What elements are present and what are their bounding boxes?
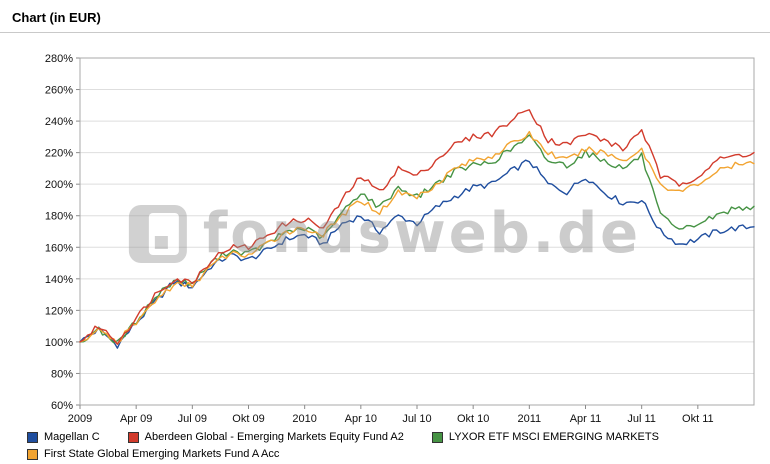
svg-text:180%: 180% [45,211,73,223]
legend-label: LYXOR ETF MSCI EMERGING MARKETS [448,431,659,443]
svg-text:Okt 10: Okt 10 [457,413,489,425]
legend-item-lyxor: LYXOR ETF MSCI EMERGING MARKETS [431,431,659,443]
legend-swatch-orange [27,448,38,460]
svg-text:2010: 2010 [292,413,316,425]
svg-text:Jul 09: Jul 09 [178,413,207,425]
svg-text:Apr 09: Apr 09 [120,413,152,425]
svg-text:280%: 280% [45,53,73,65]
svg-text:2011: 2011 [518,413,542,425]
legend-item-firststate: First State Global Emerging Markets Fund… [27,448,279,460]
svg-text:140%: 140% [45,274,73,286]
legend-item-aberdeen: Aberdeen Global - Emerging Markets Equit… [127,431,404,443]
svg-text:Apr 11: Apr 11 [570,413,602,425]
svg-text:120%: 120% [45,305,73,317]
svg-text:240%: 240% [45,116,73,128]
svg-text:Okt 11: Okt 11 [682,413,714,425]
svg-text:80%: 80% [51,368,73,380]
svg-text:200%: 200% [45,179,73,191]
svg-text:160%: 160% [45,242,73,254]
svg-text:Apr 10: Apr 10 [345,413,377,425]
chart-header: Chart (in EUR) [0,0,770,33]
legend-label: Magellan C [44,431,100,443]
chart-area: 60% 80% 100% 120% 140% 160% 180% 200% 220% 240% 26… [0,33,770,429]
legend-label: First State Global Emerging Markets Fund… [44,448,280,460]
legend-swatch-blue [27,431,38,443]
svg-text:260%: 260% [45,85,73,97]
svg-text:Jul 10: Jul 10 [402,413,431,425]
legend-row-2: First State Global Emerging Markets Fund… [27,448,770,460]
chart-canvas: 60% 80% 100% 120% 140% 160% 180% 200% 220% 240% 26… [45,53,755,425]
svg-text:60%: 60% [51,400,73,412]
svg-text:220%: 220% [45,148,73,160]
legend-swatch-red [127,431,139,443]
legend-item-magellan: Magellan C [27,431,100,443]
svg-text:Okt 09: Okt 09 [232,413,264,425]
svg-text:2009: 2009 [68,413,92,425]
legend-swatch-green [431,431,443,443]
svg-text:Jul 11: Jul 11 [627,413,656,425]
page-title: Chart (in EUR) [12,10,101,25]
svg-text:100%: 100% [45,337,73,349]
legend: Magellan C Aberdeen Global - Emerging Ma… [0,431,770,460]
legend-row-1: Magellan C Aberdeen Global - Emerging Ma… [27,431,770,443]
legend-label: Aberdeen Global - Emerging Markets Equit… [144,431,404,443]
